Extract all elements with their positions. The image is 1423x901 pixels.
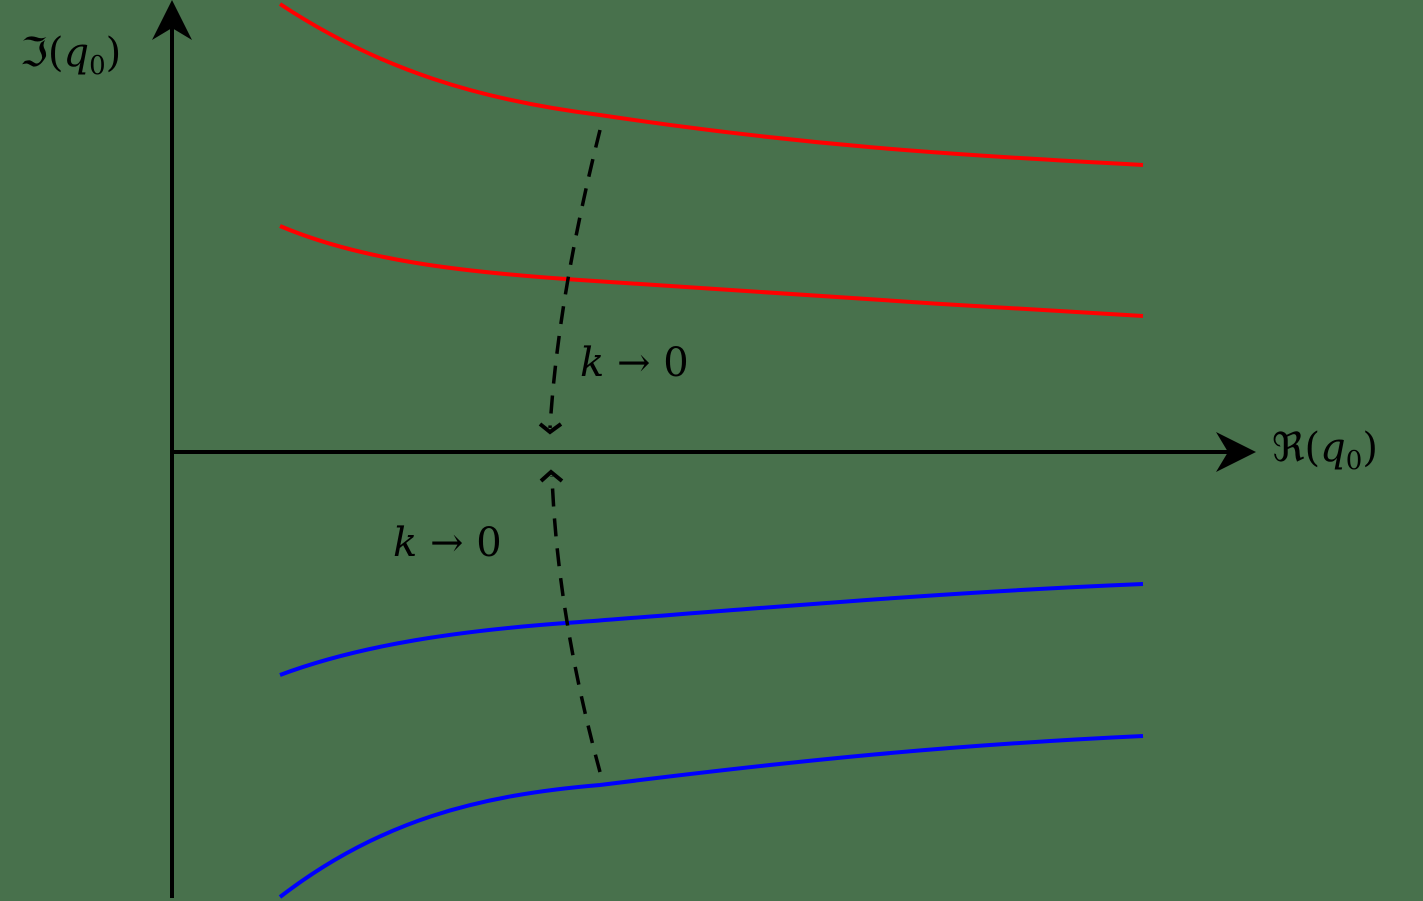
upper-dashed-arrow: [548, 129, 602, 429]
annotation-text: → 0: [417, 520, 502, 566]
lower-dashed-arrow: [550, 475, 602, 773]
annotation-var: k: [580, 340, 605, 386]
label-suffix: ): [105, 30, 122, 76]
label-sub: 0: [1345, 446, 1363, 476]
label-prefix: ℑ(: [20, 30, 64, 76]
lower-k-annotation: k → 0: [393, 520, 502, 566]
y-axis-label: ℑ(q0): [20, 30, 121, 81]
upper-red-outer-curve: [278, 2, 1144, 167]
x-axis-label: ℜ(q0): [1272, 425, 1378, 476]
label-prefix: ℜ(: [1272, 425, 1321, 471]
label-var: q: [63, 30, 90, 76]
annotation-var: k: [393, 520, 418, 566]
upper-k-annotation: k → 0: [580, 340, 689, 386]
label-suffix: ): [1362, 425, 1378, 471]
lower-blue-outer-curve: [278, 734, 1144, 899]
upper-red-inner-curve: [279, 224, 1144, 318]
annotation-text: → 0: [604, 340, 689, 386]
label-sub: 0: [89, 51, 106, 81]
lower-blue-inner-curve: [279, 582, 1144, 677]
upper-arrow-head-icon: [538, 422, 563, 435]
lower-arrow-head-icon: [539, 469, 564, 483]
label-var: q: [1320, 425, 1346, 471]
